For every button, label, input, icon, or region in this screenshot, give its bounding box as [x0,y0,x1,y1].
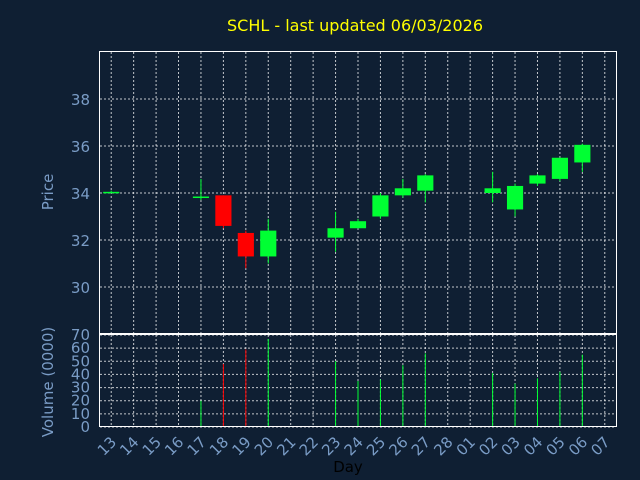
candle-body [349,221,367,229]
candle-body [551,157,568,179]
volume-axis-title: Volume (0000) [39,327,57,437]
price-tick-label: 32 [71,232,90,250]
volume-tick-label: 50 [71,352,90,370]
volume-panel-frame [99,334,617,427]
price-panel-frame [99,51,617,334]
chart-title: SCHL - last updated 06/03/2026 [227,16,483,35]
price-grid [100,52,616,334]
candle-body [506,185,524,210]
volume-tick-label: 0 [80,418,90,436]
candle-body [260,230,277,257]
candle-body [372,195,389,217]
candle-body [327,228,344,238]
volume-bars [200,338,583,427]
candle-body [192,196,210,199]
volume-tick-label: 60 [71,339,90,357]
candle-body [529,175,546,184]
volume-tick-label: 20 [71,392,90,410]
candles [103,143,591,269]
x-axis-title: Day [333,458,363,476]
price-tick-label: 30 [71,279,90,297]
volume-tick-label: 10 [71,405,90,423]
price-tick-label: 36 [71,138,90,156]
volume-tick-label: 30 [71,379,90,397]
price-tick-label: 38 [71,91,90,109]
candle-body [103,191,120,194]
x-tick-label: 07 [587,433,613,459]
candle-body [394,188,411,196]
candle-body [574,144,591,163]
x-ticks: 1314151617181920212223242526272801020304… [94,433,614,459]
candle-body [237,232,254,257]
volume-tick-label: 70 [71,326,90,344]
candle-body [215,195,232,226]
candle-body [417,175,434,191]
price-tick-label: 34 [71,185,90,203]
volume-tick-label: 40 [71,365,90,383]
price-axis-title: Price [39,174,57,211]
price-ticks: 30 32 34 36 38 [71,91,90,297]
candle-body [484,188,501,193]
